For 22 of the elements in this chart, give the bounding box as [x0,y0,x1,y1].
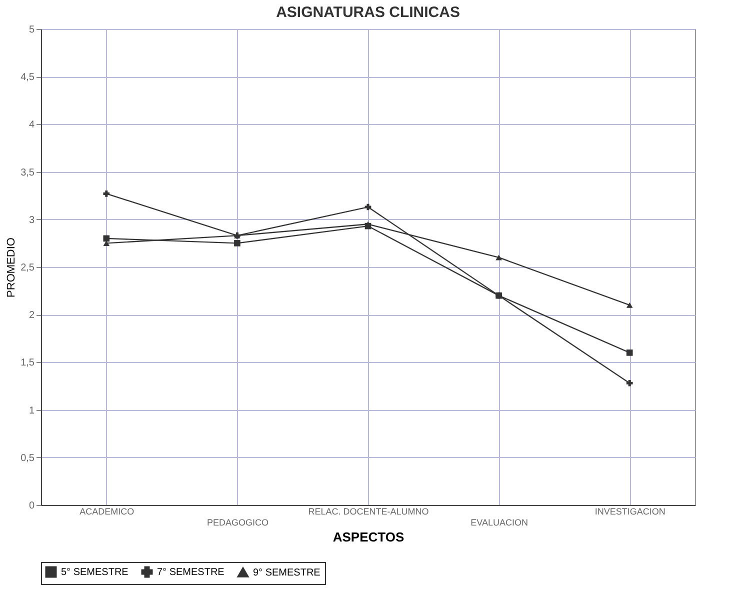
x-tick-label: EVALUACION [470,518,528,528]
y-tick-label: 0,5 [20,452,35,464]
y-tick-label: 3 [28,214,35,226]
y-tick-label: 2 [28,310,35,322]
y-tick-label: 4 [28,120,35,131]
y-axis-title: PROMEDIO [6,237,18,298]
y-tick-label: 1 [28,405,35,416]
y-tick-label: 5 [28,24,35,36]
y-tick-label: 0 [28,500,35,512]
legend-label: 9° SEMESTRE [253,567,321,578]
y-tick-label: 2,5 [20,262,35,274]
chart-title: ASIGNATURAS CLINICAS [276,4,460,21]
legend-label: 5° SEMESTRE [61,567,129,578]
legend-label: 7° SEMESTRE [157,567,225,578]
x-axis-title: ASPECTOS [332,530,404,544]
x-tick-label: ACADEMICO [80,506,134,516]
x-tick-label: PEDAGOGICO [206,518,268,528]
x-tick-label: RELAC. DOCENTE-ALUMNO [308,506,429,516]
y-tick-label: 4,5 [20,72,35,84]
x-tick-label: INVESTIGACION [594,506,666,516]
y-tick-label: 1,5 [20,358,35,369]
y-tick-label: 3,5 [20,167,35,178]
